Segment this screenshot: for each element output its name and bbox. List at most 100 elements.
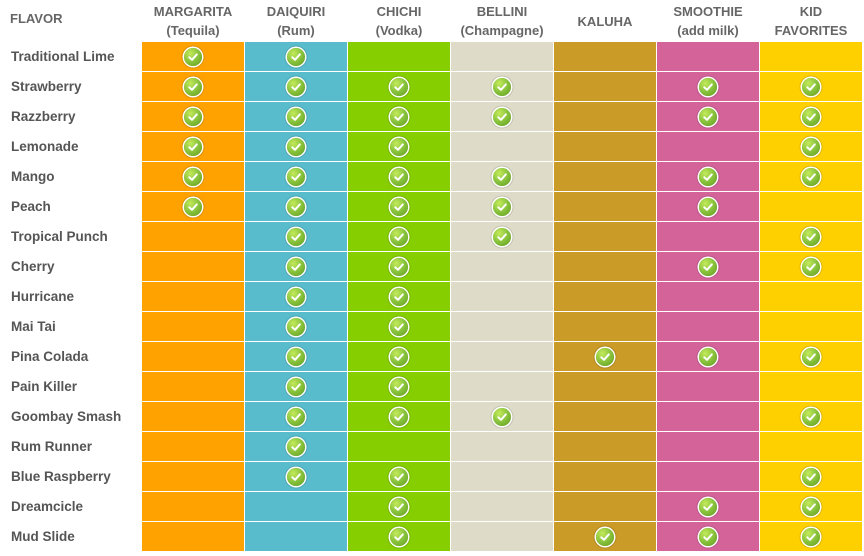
check-circle-icon — [287, 287, 305, 306]
table-cell-daiquiri — [245, 192, 347, 221]
flavor-label: Hurricane — [11, 289, 75, 304]
table-cell-chichi — [348, 342, 450, 371]
table-cell-margarita — [142, 282, 244, 311]
table-cell-bellini — [451, 402, 553, 431]
table-cell-smoothie — [657, 102, 759, 131]
check-circle-icon — [390, 527, 408, 546]
table-cell-margarita — [142, 522, 244, 551]
flavor-label: Tropical Punch — [11, 229, 108, 244]
table-cell-margarita — [142, 72, 244, 101]
table-cell-kid — [760, 252, 862, 281]
check-circle-icon — [802, 107, 820, 126]
table-cell-smoothie — [657, 522, 759, 551]
check-circle-icon — [287, 47, 305, 66]
table-cell-chichi — [348, 492, 450, 521]
check-circle-icon — [390, 347, 408, 366]
table-cell-chichi — [348, 282, 450, 311]
table-cell-margarita — [142, 222, 244, 251]
check-circle-icon — [390, 317, 408, 336]
table-cell-chichi — [348, 102, 450, 131]
table-cell-kid — [760, 342, 862, 371]
check-circle-icon — [493, 77, 511, 96]
check-circle-icon — [493, 227, 511, 246]
table-cell-margarita — [142, 132, 244, 161]
flavor-label: Lemonade — [11, 139, 79, 154]
table-cell-daiquiri — [245, 132, 347, 161]
table-cell-margarita — [142, 492, 244, 521]
table-cell-bellini — [451, 342, 553, 371]
table-cell-kid — [760, 312, 862, 341]
table-cell-margarita — [142, 312, 244, 341]
flavor-label: Mud Slide — [11, 529, 75, 544]
table-cell-daiquiri — [245, 402, 347, 431]
table-cell-bellini — [451, 492, 553, 521]
table-cell-smoothie — [657, 42, 759, 71]
check-circle-icon — [287, 467, 305, 486]
column-header-subtitle: (Vodka) — [375, 23, 423, 38]
table-cell-daiquiri — [245, 282, 347, 311]
table-cell-chichi — [348, 162, 450, 191]
table-cell-bellini — [451, 522, 553, 551]
table-cell-bellini — [451, 42, 553, 71]
flavor-label: Pain Killer — [11, 379, 78, 394]
flavor-label: Goombay Smash — [11, 409, 122, 424]
table-cell-kid — [760, 102, 862, 131]
table-cell-kid — [760, 432, 862, 461]
table-cell-smoothie — [657, 162, 759, 191]
table-cell-smoothie — [657, 432, 759, 461]
table-cell-chichi — [348, 252, 450, 281]
check-circle-icon — [287, 77, 305, 96]
table-cell-bellini — [451, 222, 553, 251]
table-cell-kaluha — [554, 132, 656, 161]
check-circle-icon — [493, 167, 511, 186]
check-circle-icon — [184, 47, 202, 66]
column-header-title: MARGARITA — [153, 4, 233, 19]
check-circle-icon — [802, 257, 820, 276]
check-circle-icon — [390, 197, 408, 216]
flavor-label: Rum Runner — [11, 439, 92, 454]
table-cell-smoothie — [657, 492, 759, 521]
column-header-title: DAIQUIRI — [266, 4, 326, 19]
check-circle-icon — [184, 137, 202, 156]
check-circle-icon — [390, 257, 408, 276]
table-cell-margarita — [142, 252, 244, 281]
flavor-label: Mango — [11, 169, 55, 184]
check-circle-icon — [390, 287, 408, 306]
table-cell-kaluha — [554, 492, 656, 521]
check-circle-icon — [287, 437, 305, 456]
table-cell-margarita — [142, 342, 244, 371]
table-cell-daiquiri — [245, 312, 347, 341]
check-circle-icon — [390, 137, 408, 156]
table-cell-kid — [760, 492, 862, 521]
check-circle-icon — [184, 167, 202, 186]
table-cell-kid — [760, 222, 862, 251]
check-circle-icon — [287, 197, 305, 216]
table-cell-kaluha — [554, 372, 656, 401]
table-cell-smoothie — [657, 192, 759, 221]
table-cell-chichi — [348, 522, 450, 551]
check-circle-icon — [287, 227, 305, 246]
flavor-label: Pina Colada — [11, 349, 89, 364]
table-cell-chichi — [348, 72, 450, 101]
column-header-chichi: CHICHI (Vodka) — [348, 0, 450, 40]
table-cell-bellini — [451, 462, 553, 491]
check-circle-icon — [390, 167, 408, 186]
table-cell-chichi — [348, 132, 450, 161]
table-cell-kaluha — [554, 72, 656, 101]
table-cell-bellini — [451, 102, 553, 131]
check-circle-icon — [699, 347, 717, 366]
check-circle-icon — [802, 497, 820, 516]
table-cell-chichi — [348, 312, 450, 341]
check-circle-icon — [184, 107, 202, 126]
check-circle-icon — [802, 467, 820, 486]
column-header-subtitle: (Rum) — [277, 23, 315, 38]
table-cell-smoothie — [657, 402, 759, 431]
table-cell-smoothie — [657, 72, 759, 101]
check-circle-icon — [390, 227, 408, 246]
table-cell-chichi — [348, 222, 450, 251]
column-header-subtitle: (Champagne) — [460, 23, 544, 38]
table-cell-chichi — [348, 42, 450, 71]
table-cell-smoothie — [657, 462, 759, 491]
table-cell-kaluha — [554, 192, 656, 221]
